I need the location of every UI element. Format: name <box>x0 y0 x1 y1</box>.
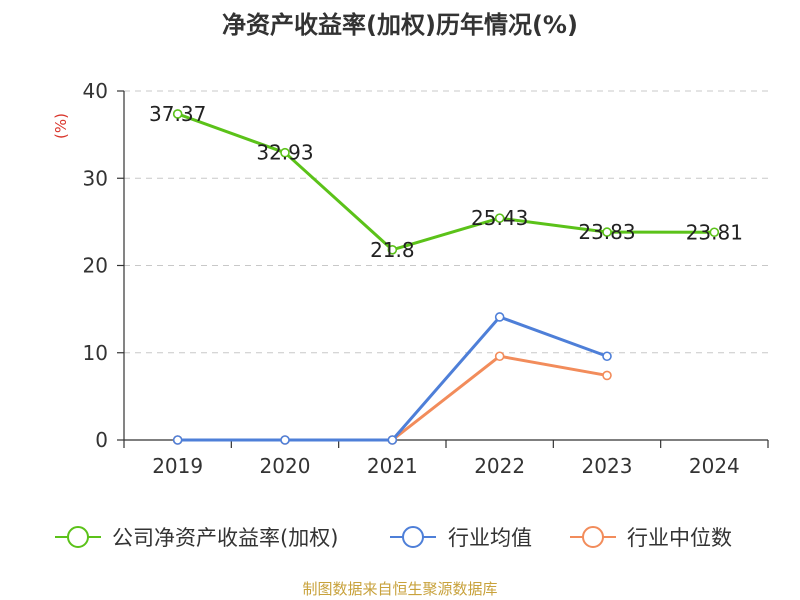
legend-label-1: 行业均值 <box>448 526 532 550</box>
x-tick-label-2020: 2020 <box>260 454 311 478</box>
series-1-point-2 <box>387 435 398 445</box>
series-2-point-3 <box>494 351 505 362</box>
data-label-2022: 25.43 <box>471 206 528 230</box>
data-label-2019: 37.37 <box>149 102 206 126</box>
tick-labels: 0 10 20 30 40 2019 2020 2021 2022 2023 2024 <box>83 79 740 478</box>
legend-marker-0 <box>67 526 89 548</box>
x-tick-label-2023: 2023 <box>582 454 633 478</box>
series-0-point-2 <box>387 244 398 255</box>
x-tick-label-2024: 2024 <box>689 454 740 478</box>
axes <box>117 90 769 448</box>
y-tick-label-20: 20 <box>83 254 108 278</box>
legend-label-0: 公司净资产收益率(加权) <box>112 526 338 550</box>
series-0-point-0 <box>172 109 183 119</box>
source-note: 制图数据来自恒生聚源数据库 <box>302 580 497 598</box>
series-0-point-3 <box>494 213 505 223</box>
y-tick-label-10: 10 <box>83 341 108 365</box>
y-tick-label-0: 0 <box>95 428 108 452</box>
y-tick-label-30: 30 <box>83 166 108 190</box>
series-1-point-4 <box>602 351 612 362</box>
grid-lines <box>124 90 768 354</box>
series-line-1 <box>177 315 608 442</box>
y-tick-label-40: 40 <box>83 79 108 103</box>
series-0-point-5 <box>709 227 720 238</box>
data-label-2024: 23.81 <box>686 220 743 244</box>
data-label-2023: 23.83 <box>578 220 635 244</box>
series-1-point-3 <box>494 312 505 322</box>
series-0-point-1 <box>280 147 290 158</box>
series-1-point-1 <box>280 435 290 445</box>
x-tick-label-2021: 2021 <box>367 454 418 478</box>
x-tick-label-2022: 2022 <box>474 454 525 478</box>
x-tick-label-2019: 2019 <box>152 454 203 478</box>
legend-marker-2 <box>582 526 604 548</box>
legend-marker-1 <box>402 526 424 548</box>
chart-title: 净资产收益率(加权)历年情况(%) <box>222 11 578 39</box>
series-lines <box>172 109 720 445</box>
series-1-point-0 <box>172 435 183 445</box>
series-line-2 <box>177 354 608 442</box>
y-axis-label: (%) <box>52 113 70 139</box>
data-labels: 37.37 32.93 21.8 25.43 23.83 23.81 <box>149 102 743 262</box>
legend-label-2: 行业中位数 <box>627 526 732 550</box>
data-label-2021: 21.8 <box>370 238 415 262</box>
legend: 公司净资产收益率(加权) 行业均值 行业中位数 <box>55 526 732 550</box>
series-line-0 <box>177 112 715 252</box>
data-label-2020: 32.93 <box>256 141 313 165</box>
series-2-point-4 <box>602 370 612 381</box>
series-0-point-4 <box>602 227 612 237</box>
